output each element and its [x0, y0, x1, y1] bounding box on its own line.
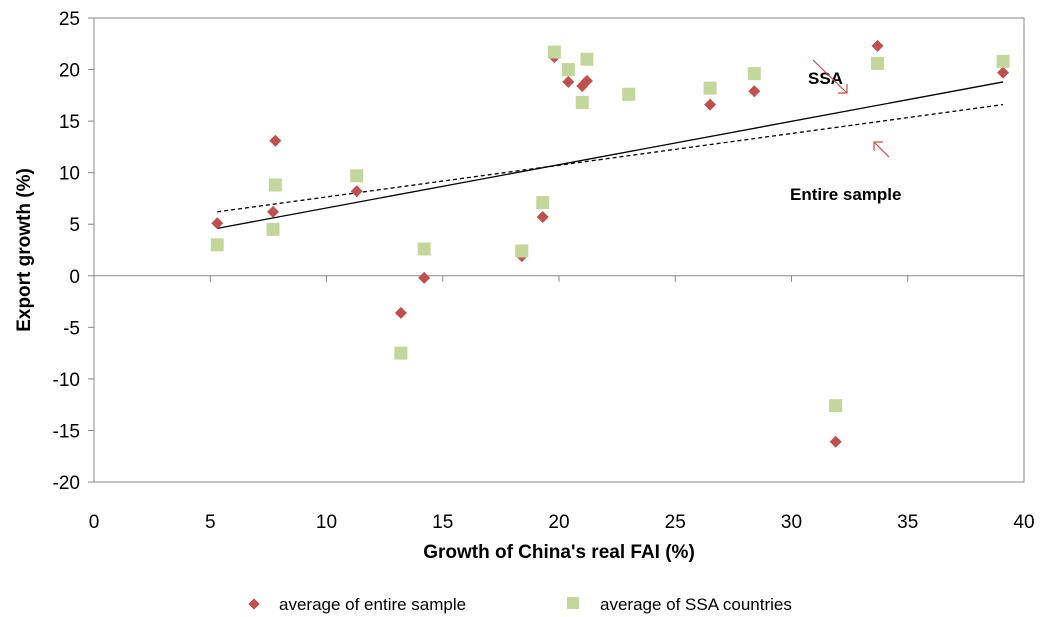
y-tick-label: 10 — [59, 164, 80, 185]
y-tick-label: -20 — [53, 473, 80, 494]
trendlines — [217, 81, 1004, 229]
entire-sample-arrowhead — [873, 141, 883, 151]
point-entire-sample — [211, 217, 224, 230]
point-entire-sample — [269, 134, 282, 147]
annotation-entire-sample: Entire sample — [790, 185, 902, 204]
axes: 0 5 10 15 20 25 30 35 40 -20 -15 -10 -5 0 5 10 15 20 25 — [53, 9, 1035, 533]
point-ssa — [268, 178, 282, 192]
point-entire-sample — [997, 66, 1010, 79]
entire-sample-arrow — [873, 141, 890, 158]
y-axis-label: Export growth (%) — [14, 168, 35, 332]
x-tick-label: 0 — [89, 512, 100, 533]
point-ssa — [515, 244, 529, 258]
plot-area-border — [93, 17, 1025, 483]
x-tick-label: 10 — [316, 512, 337, 533]
y-tick-label: -10 — [53, 370, 80, 391]
point-entire-sample — [394, 306, 407, 319]
x-tick-label: 25 — [665, 512, 686, 533]
legend-label-entire-sample: average of entire sample — [279, 595, 466, 614]
point-entire-sample — [748, 85, 761, 98]
point-ssa — [871, 56, 885, 70]
point-ssa — [580, 52, 594, 66]
point-ssa — [547, 45, 561, 59]
legend-label-ssa: average of SSA countries — [600, 595, 792, 614]
legend-entry-ssa: average of SSA countries — [567, 595, 792, 614]
point-ssa — [747, 67, 761, 81]
point-ssa — [561, 63, 575, 77]
x-tick-label: 20 — [548, 512, 569, 533]
legend: average of entire sample average of SSA … — [248, 595, 792, 614]
x-tick-label: 30 — [781, 512, 802, 533]
y-tick-label: 5 — [69, 215, 80, 236]
point-entire-sample — [267, 205, 280, 218]
y-tick-label: 0 — [69, 267, 80, 288]
x-axis-label: Growth of China's real FAI (%) — [423, 542, 695, 563]
x-tick-label: 15 — [432, 512, 453, 533]
point-ssa — [266, 222, 280, 236]
point-entire-sample — [562, 75, 575, 88]
legend-marker-square — [567, 597, 579, 609]
point-ssa — [210, 238, 224, 252]
x-tick-label: 5 — [205, 512, 216, 533]
point-entire-sample — [580, 74, 593, 87]
x-tick-label: 40 — [1013, 512, 1034, 533]
point-entire-sample — [536, 211, 549, 224]
y-tick-label: 25 — [59, 9, 80, 30]
point-ssa — [350, 169, 364, 183]
y-tick-label: 20 — [59, 61, 80, 82]
point-entire-sample — [829, 435, 842, 448]
point-ssa — [703, 81, 717, 95]
legend-entry-entire-sample: average of entire sample — [248, 595, 466, 614]
point-ssa — [394, 346, 408, 360]
annotation-arrows — [812, 59, 890, 158]
y-tick-label: 15 — [59, 112, 80, 133]
ssa-arrow — [812, 59, 848, 94]
data-points — [210, 39, 1010, 448]
point-ssa — [622, 87, 636, 101]
trendline-entire-sample — [217, 103, 1004, 213]
annotation-ssa: SSA — [808, 69, 843, 88]
trendline-ssa — [217, 81, 1004, 229]
x-tick-label: 35 — [897, 512, 918, 533]
point-ssa — [996, 54, 1010, 68]
point-ssa — [575, 96, 589, 110]
y-tick-label: -15 — [53, 421, 80, 442]
point-entire-sample — [350, 185, 363, 198]
point-entire-sample — [418, 271, 431, 284]
legend-marker-diamond — [248, 598, 260, 610]
point-ssa — [829, 399, 843, 413]
point-entire-sample — [704, 98, 717, 111]
ssa-arrowhead — [838, 84, 848, 94]
point-entire-sample — [871, 39, 884, 52]
point-ssa — [417, 242, 431, 256]
point-ssa — [536, 196, 550, 210]
y-tick-label: -5 — [63, 318, 80, 339]
